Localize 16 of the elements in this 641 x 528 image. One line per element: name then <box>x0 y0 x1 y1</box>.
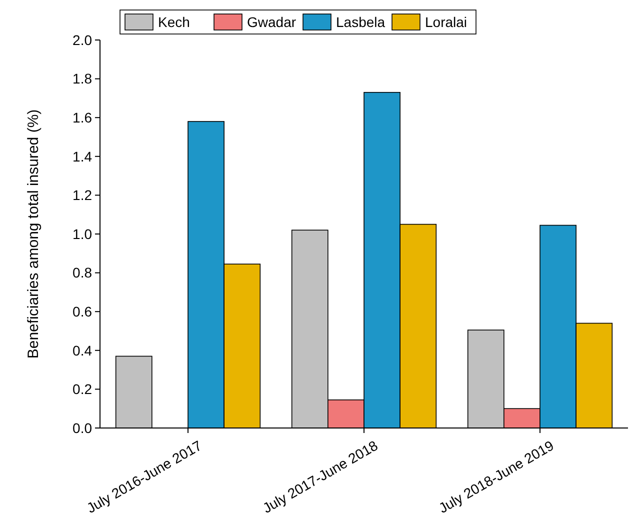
y-tick-label: 2.0 <box>72 32 92 48</box>
y-tick-label: 1.8 <box>72 70 92 87</box>
y-tick-label: 1.0 <box>72 226 92 242</box>
y-tick-label: 0.4 <box>72 342 92 358</box>
y-tick-label: 1.2 <box>72 187 92 204</box>
y-tick-label: 1.4 <box>72 148 92 164</box>
y-tick-label: 0.8 <box>72 264 92 281</box>
y-tick-label: 1.6 <box>72 110 92 126</box>
legend-label: Lasbela <box>336 14 386 30</box>
y-axis-title: Beneficiaries among total insured (%) <box>25 109 42 359</box>
legend-label: Gwadar <box>247 14 296 30</box>
y-tick-label: 0.0 <box>72 420 92 436</box>
legend-label: Kech <box>158 14 190 30</box>
y-tick-label: 0.2 <box>72 381 92 398</box>
legend-label: Loralai <box>425 14 468 30</box>
y-tick-label: 0.6 <box>72 304 92 320</box>
